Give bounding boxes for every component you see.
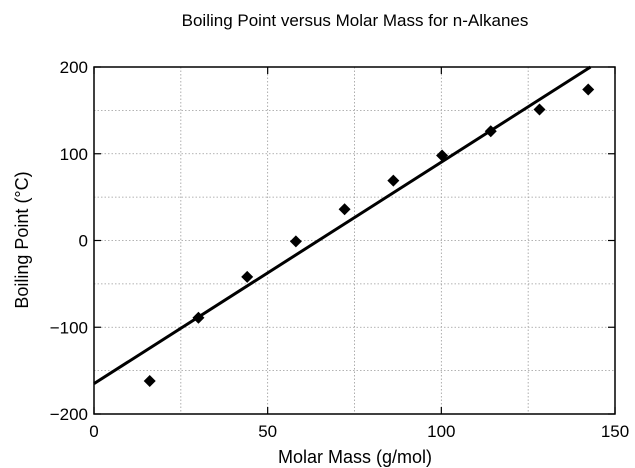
data-point [484, 125, 497, 138]
data-point [533, 103, 546, 116]
data-point [289, 235, 302, 248]
x-axis-label: Molar Mass (g/mol) [278, 447, 432, 467]
chart-title: Boiling Point versus Molar Mass for n-Al… [182, 11, 529, 30]
x-tick-label: 50 [258, 422, 277, 441]
data-point [192, 311, 205, 324]
y-tick-label: 0 [79, 232, 88, 251]
y-tick-label: 100 [60, 145, 88, 164]
fit-line [93, 65, 592, 385]
data-point [436, 149, 449, 162]
fit-line-group [93, 65, 592, 385]
x-axis-ticks: 0 50 100 150 [89, 67, 629, 441]
y-tick-label: −100 [50, 318, 88, 337]
data-points [143, 83, 595, 388]
data-point [338, 203, 351, 216]
y-axis-ticks: −200 −100 0 100 200 [50, 58, 615, 424]
y-axis-label: Boiling Point (°C) [12, 171, 32, 308]
x-tick-label: 150 [601, 422, 629, 441]
gridlines [94, 67, 615, 414]
data-point [582, 83, 595, 96]
data-point [387, 174, 400, 187]
x-tick-label: 0 [89, 422, 98, 441]
data-point [143, 375, 156, 388]
y-tick-label: −200 [50, 405, 88, 424]
data-point [241, 270, 254, 283]
y-tick-label: 200 [60, 58, 88, 77]
x-tick-label: 100 [427, 422, 455, 441]
